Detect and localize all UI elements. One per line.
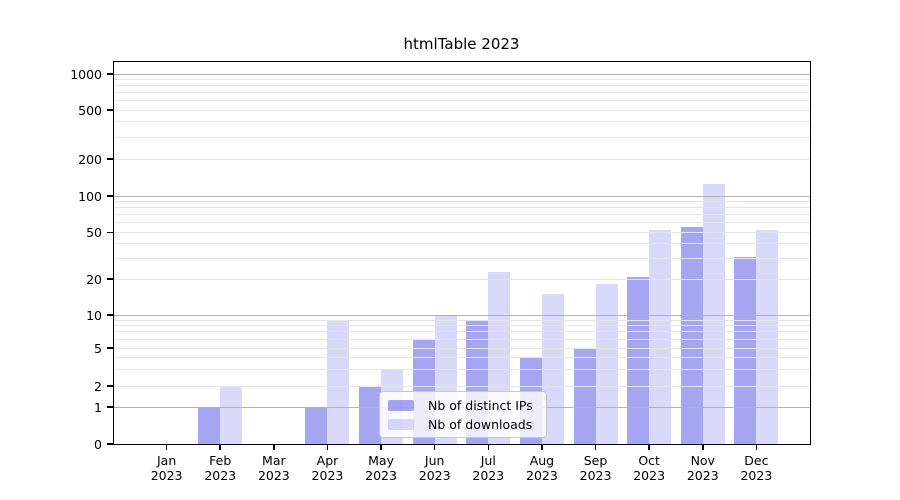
- x-axis-tick: [326, 444, 329, 450]
- legend-item-downloads: Nb of downloads: [388, 416, 538, 432]
- x-tick-label: May 2023: [365, 453, 397, 483]
- bar-downloads-oct: [649, 230, 672, 444]
- legend-label-ips: Nb of distinct IPs: [428, 397, 533, 413]
- y-tick-label: 2: [94, 378, 102, 394]
- bar-ips-nov: [680, 226, 703, 444]
- y-tick-label: 100: [78, 188, 102, 204]
- bar-ips-sep: [573, 348, 596, 444]
- x-tick-label: Apr 2023: [311, 453, 344, 483]
- x-tick-label: Feb 2023: [204, 453, 237, 483]
- x-tick-label: Aug 2023: [526, 453, 558, 483]
- bar-ips-oct: [627, 276, 650, 444]
- y-axis-tick: [107, 314, 113, 316]
- gridline-minor: [113, 85, 810, 87]
- y-axis-tick: [107, 385, 113, 387]
- bar-ips-may: [359, 386, 382, 444]
- x-tick-label: Dec 2023: [740, 453, 773, 483]
- x-tick-label: Sep 2023: [579, 453, 612, 483]
- y-axis-tick: [107, 278, 113, 280]
- x-axis-tick: [755, 444, 758, 450]
- x-axis-tick: [594, 444, 597, 450]
- gridline-minor: [113, 100, 810, 102]
- legend-swatch-downloads-icon: [388, 418, 414, 430]
- gridline-minor: [113, 121, 810, 123]
- bar-ips-apr: [305, 407, 328, 444]
- legend: Nb of distinct IPs Nb of downloads: [379, 391, 547, 438]
- x-axis-tick: [273, 444, 275, 450]
- x-tick-label: Jan 2023: [150, 453, 183, 483]
- gridline-minor: [113, 158, 810, 160]
- y-tick-label: 5: [94, 340, 102, 356]
- y-axis-tick: [107, 158, 113, 160]
- gridline-major: [113, 73, 810, 75]
- gridline-minor: [113, 136, 810, 138]
- y-axis-tick: [107, 109, 113, 111]
- bar-downloads-feb: [220, 386, 243, 444]
- y-axis-tick: [107, 231, 113, 234]
- y-tick-label: 50: [86, 225, 102, 240]
- gridline-minor: [113, 109, 810, 111]
- x-axis-tick: [219, 444, 221, 450]
- gridline-minor: [113, 78, 810, 80]
- x-axis-tick: [541, 444, 543, 450]
- x-tick-label: Jul 2023: [472, 453, 505, 483]
- legend-swatch-ips-icon: [388, 399, 414, 411]
- x-axis-tick: [380, 444, 382, 450]
- gridline-minor: [113, 92, 810, 94]
- bar-downloads-nov: [702, 184, 725, 444]
- y-axis-tick: [107, 195, 113, 197]
- x-tick-label: Oct 2023: [633, 453, 666, 483]
- legend-item-ips: Nb of distinct IPs: [388, 397, 538, 413]
- y-tick-label: 20: [86, 271, 102, 287]
- y-tick-label: 1: [94, 399, 102, 415]
- x-axis-tick: [487, 444, 490, 450]
- bar-downloads-apr: [327, 320, 350, 444]
- x-tick-label: Jun 2023: [418, 453, 451, 483]
- y-axis-tick: [107, 347, 113, 349]
- chart-title: htmlTable 2023: [403, 35, 520, 53]
- y-axis-tick: [107, 443, 113, 445]
- legend-label-downloads: Nb of downloads: [428, 416, 533, 432]
- x-axis-tick: [648, 444, 650, 450]
- y-tick-label: 0: [94, 436, 102, 452]
- x-tick-label: Nov 2023: [686, 453, 719, 483]
- bar-downloads-dec: [756, 230, 779, 444]
- y-axis-tick: [107, 73, 113, 75]
- y-tick-label: 10: [86, 307, 102, 323]
- bar-ips-dec: [734, 256, 757, 444]
- x-tick-label: Mar 2023: [257, 453, 290, 483]
- y-tick-label: 200: [78, 151, 102, 167]
- y-tick-label: 1000: [70, 66, 102, 82]
- bar-ips-feb: [198, 407, 221, 444]
- x-axis-tick: [433, 444, 436, 450]
- x-axis-tick: [165, 444, 168, 450]
- y-axis-tick: [107, 406, 113, 408]
- y-tick-label: 500: [78, 102, 102, 118]
- x-axis-tick: [702, 444, 704, 450]
- bar-downloads-sep: [595, 284, 618, 444]
